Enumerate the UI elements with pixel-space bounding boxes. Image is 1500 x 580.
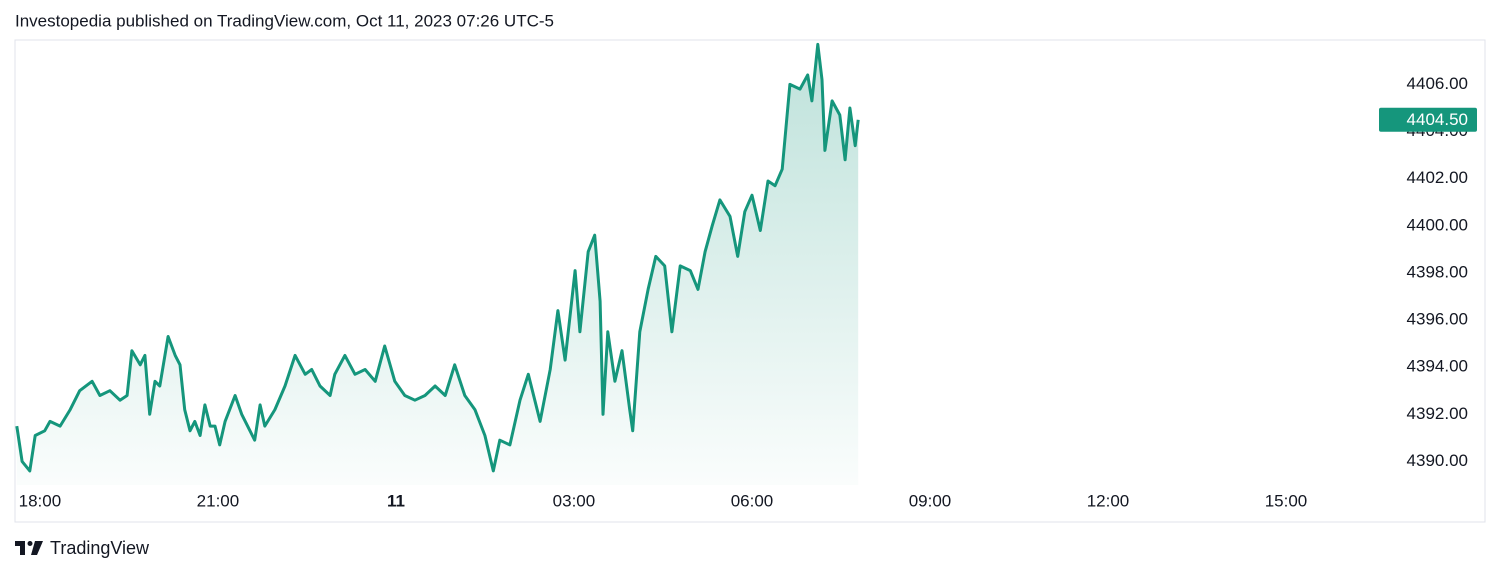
x-tick-label: 15:00	[1265, 491, 1308, 510]
y-tick-label: 4396.00	[1407, 310, 1468, 329]
y-tick-label: 4390.00	[1407, 451, 1468, 470]
footer-brand: TradingView	[50, 538, 150, 558]
x-tick-label: 09:00	[909, 491, 952, 510]
y-tick-label: 4402.00	[1407, 168, 1468, 187]
x-tick-label: 21:00	[197, 491, 240, 510]
x-tick-label: 18:00	[19, 491, 62, 510]
area-fill	[16, 44, 859, 486]
chart-frame	[14, 39, 1486, 523]
y-tick-label: 4400.00	[1407, 215, 1468, 234]
y-tick-label: 4394.00	[1407, 357, 1468, 376]
price-line	[15, 42, 860, 473]
header: Investopedia published on TradingView.co…	[15, 11, 554, 30]
x-tick-label: 11	[387, 491, 405, 510]
x-tick-label: 06:00	[731, 491, 774, 510]
price-label: 4404.50	[1407, 110, 1468, 129]
y-tick-label: 4392.00	[1407, 404, 1468, 423]
y-tick-label: 4406.00	[1407, 74, 1468, 93]
logo	[15, 541, 43, 555]
x-tick-label: 12:00	[1087, 491, 1130, 510]
y-tick-label: 4398.00	[1407, 262, 1468, 281]
price-label-box	[1379, 107, 1477, 132]
x-tick-label: 03:00	[553, 491, 596, 510]
